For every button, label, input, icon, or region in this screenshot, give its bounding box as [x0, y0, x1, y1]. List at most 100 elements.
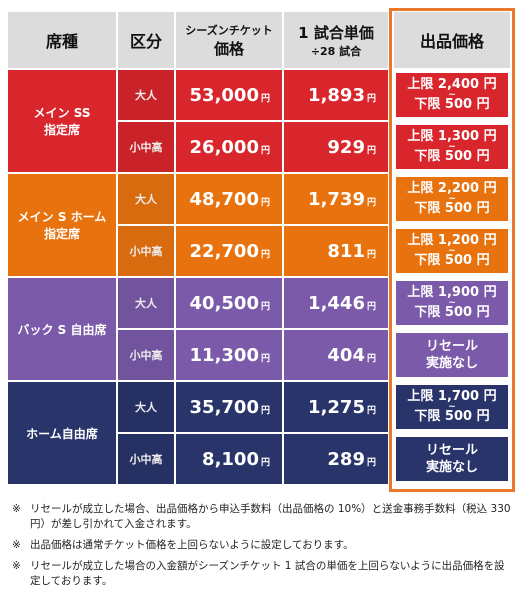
- header-cell: 区分: [118, 12, 174, 68]
- unit: 円: [366, 250, 376, 260]
- single-cell: 289 円: [284, 434, 388, 484]
- season-cell: 8,100 円: [176, 434, 282, 484]
- single-price: 1,446: [308, 293, 365, 314]
- unit: 円: [260, 250, 270, 260]
- season-cell: 22,700 円: [176, 226, 282, 276]
- header-cell: シーズンチケット価格: [176, 12, 282, 68]
- season-cell: 48,700 円: [176, 174, 282, 224]
- single-price: 811: [327, 241, 365, 262]
- unit: 円: [366, 94, 376, 104]
- unit: 円: [366, 146, 376, 156]
- seat-line: メイン S ホーム: [17, 210, 107, 224]
- highlight-box: [389, 8, 515, 492]
- season-price: 26,000: [189, 137, 259, 158]
- single-cell: 1,275 円: [284, 382, 388, 432]
- season-cell: 53,000 円: [176, 70, 282, 120]
- resale-line: 実施なし: [425, 460, 478, 475]
- resale-cell: 上限 2,200 円 ~ 下限 500 円: [394, 175, 510, 223]
- season-price: 40,500: [189, 293, 259, 314]
- season-price: 11,300: [189, 345, 259, 366]
- single-cell: 1,893 円: [284, 70, 388, 120]
- season-cell: 40,500 円: [176, 278, 282, 328]
- resale-upper: 上限 1,200 円: [407, 233, 497, 248]
- seat-cell: メイン S ホーム 指定席: [8, 174, 116, 276]
- header-line: 1 試合単価: [298, 23, 374, 42]
- note: ※ リセールが成立した場合、出品価格から申込手数料（出品価格の 10%）と送金事務…: [12, 502, 512, 532]
- resale-upper: 上限 1,900 円: [407, 285, 497, 300]
- unit: 円: [260, 94, 270, 104]
- seat-cell: メイン SS 指定席: [8, 70, 116, 172]
- single-price: 1,739: [308, 189, 365, 210]
- resale-cell: 上限 1,200 円 ~ 下限 500 円: [394, 227, 510, 275]
- unit: 円: [366, 458, 376, 468]
- seat-line: 指定席: [43, 227, 80, 241]
- single-cell: 1,446 円: [284, 278, 388, 328]
- resale-sep: ~: [448, 194, 456, 204]
- seat-line: バック S 自由席: [17, 322, 107, 337]
- class-cell: 大人: [118, 382, 174, 432]
- note: ※ 出品価格は通常チケット価格を上回らないように設定しております。: [12, 538, 512, 553]
- note-mark: ※: [12, 560, 21, 572]
- seat-line: 指定席: [43, 123, 80, 137]
- single-price: 929: [327, 137, 365, 158]
- single-cell: 811 円: [284, 226, 388, 276]
- unit: 円: [366, 354, 376, 364]
- note-text: 出品価格は通常チケット価格を上回らないように設定しております。: [30, 539, 354, 551]
- resale-lower: 下限 500 円: [414, 149, 490, 164]
- season-cell: 26,000 円: [176, 122, 282, 172]
- resale-cell: 上限 2,400 円 ~ 下限 500 円: [394, 71, 510, 119]
- header-cell: 出品価格: [394, 12, 510, 68]
- single-price: 289: [327, 449, 365, 470]
- resale-upper: 上限 1,700 円: [407, 389, 497, 404]
- season-price: 8,100: [202, 449, 259, 470]
- resale-upper: 上限 2,200 円: [407, 181, 497, 196]
- resale-sep: ~: [448, 402, 456, 412]
- season-price: 53,000: [189, 85, 259, 106]
- single-cell: 929 円: [284, 122, 388, 172]
- note: ※ リセールが成立した場合の入金額がシーズンチケット 1 試合の単価を上回らないよ…: [12, 559, 512, 589]
- season-price: 22,700: [189, 241, 259, 262]
- resale-cell: 上限 1,900 円 ~ 下限 500 円: [394, 279, 510, 327]
- resale-upper: 上限 2,400 円: [407, 77, 497, 92]
- seat-cell: バック S 自由席: [8, 278, 116, 380]
- class-cell: 小中高: [118, 330, 174, 380]
- resale-lower: 下限 500 円: [414, 409, 490, 424]
- note-mark: ※: [12, 503, 21, 515]
- seat-cell: ホーム自由席: [8, 382, 116, 484]
- header-cell: 席種: [8, 12, 116, 68]
- seat-line: メイン SS: [33, 106, 91, 120]
- class-cell: 小中高: [118, 434, 174, 484]
- season-price: 48,700: [189, 189, 259, 210]
- resale-cell: 上限 1,300 円 ~ 下限 500 円: [394, 123, 510, 171]
- resale-line: リセール: [425, 339, 478, 354]
- resale-sep: ~: [448, 90, 456, 100]
- unit: 円: [260, 302, 270, 312]
- resale-lower: 下限 500 円: [414, 97, 490, 112]
- unit: 円: [260, 146, 270, 156]
- header-cell: 1 試合単価 ÷28 試合: [284, 12, 388, 68]
- unit: 円: [260, 458, 270, 468]
- resale-sep: ~: [448, 142, 456, 152]
- resale-line: リセール: [425, 443, 478, 458]
- seat-line: ホーム自由席: [26, 426, 98, 441]
- note-text: リセールが成立した場合の入金額がシーズンチケット 1 試合の単価を上回らないよう…: [30, 560, 505, 587]
- season-cell: 35,700 円: [176, 382, 282, 432]
- resale-cell: リセール 実施なし: [394, 435, 510, 483]
- single-price: 1,893: [308, 85, 365, 106]
- class-cell: 大人: [118, 174, 174, 224]
- resale-cell: 上限 1,700 円 ~ 下限 500 円: [394, 383, 510, 431]
- resale-lower: 下限 500 円: [414, 305, 490, 320]
- header-line: 価格: [213, 39, 244, 58]
- resale-sep: ~: [448, 298, 456, 308]
- resale-cell: リセール 実施なし: [394, 331, 510, 379]
- header-line: シーズンチケット: [185, 23, 273, 37]
- resale-lower: 下限 500 円: [414, 201, 490, 216]
- unit: 円: [260, 354, 270, 364]
- single-price: 1,275: [308, 397, 365, 418]
- single-cell: 404 円: [284, 330, 388, 380]
- single-cell: 1,739 円: [284, 174, 388, 224]
- class-cell: 大人: [118, 278, 174, 328]
- note-text: リセールが成立した場合、出品価格から申込手数料（出品価格の 10%）と送金事務手…: [30, 503, 511, 530]
- class-cell: 小中高: [118, 226, 174, 276]
